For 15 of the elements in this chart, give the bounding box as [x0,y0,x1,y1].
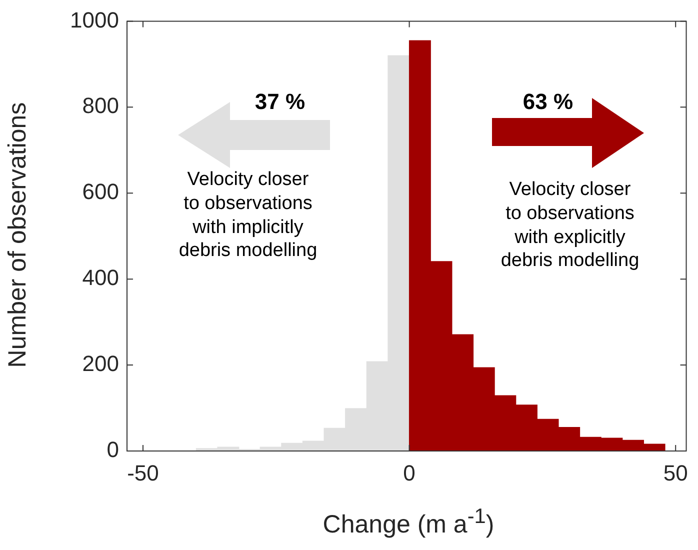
x-tick-label: 50 [663,460,688,486]
annotation: Velocity closer to observations with implicitly debris modelling [178,168,318,263]
x-axis-title: Change (m a$^{-1}$) [322,505,496,540]
y-tick-label: 1000 [70,7,119,32]
y-tick-label: 400 [82,265,119,290]
x-tick-label: 0 [403,460,416,486]
annotation: 63 % [522,88,574,116]
annotation: 37 % [254,88,306,116]
annotation: Velocity closer to observations with explicitly debris modelling [500,178,640,273]
x-tick-label: -50 [127,460,159,486]
y-axis-title: Number of observations [4,102,32,368]
y-tick-label: 200 [82,351,119,376]
y-tick-label: 600 [82,179,119,204]
y-tick-label: 800 [82,93,119,118]
y-tick-label: 0 [106,437,119,462]
